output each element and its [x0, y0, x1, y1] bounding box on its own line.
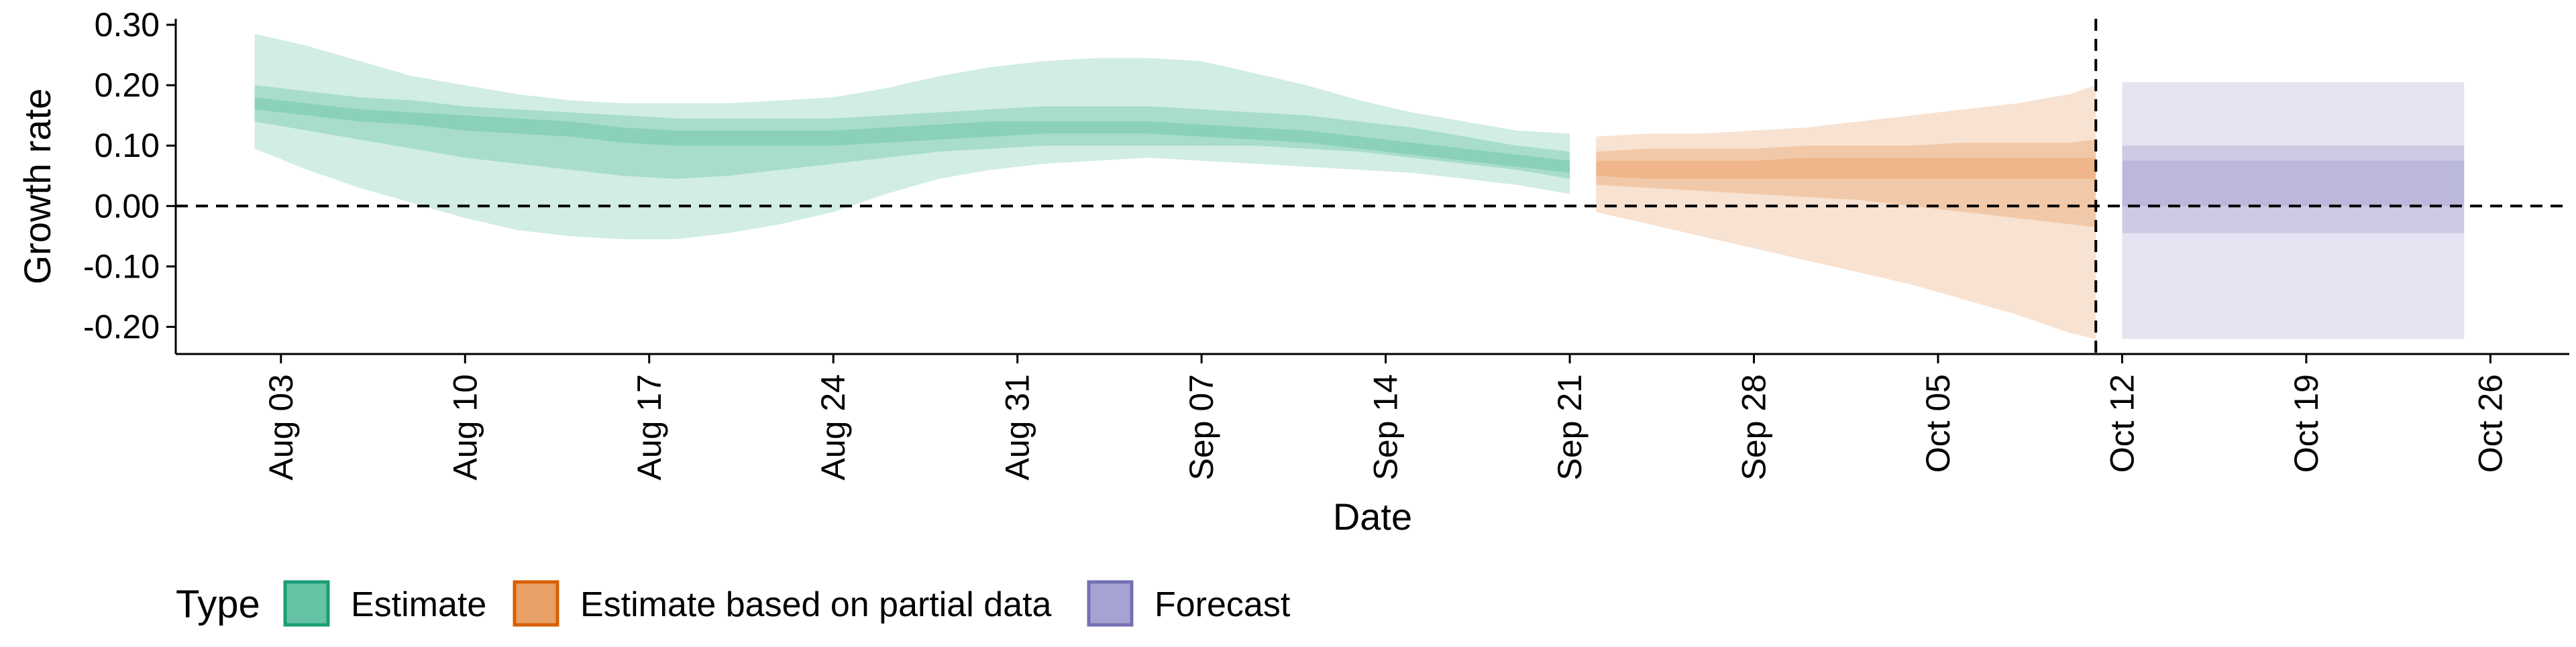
x-tick-label: Sep 07 [1183, 374, 1220, 480]
axes: 0.30 0.20 0.10 0.00 -0.10 -0.20 Aug 03 Aug 10 Au… [83, 6, 2569, 480]
x-tick-label: Aug 31 [999, 374, 1036, 480]
legend: Type Estimate Estimate based on partial d… [176, 580, 1291, 627]
y-axis-title: Growth rate [16, 89, 58, 285]
band-forecast-90pct [2122, 82, 2465, 339]
y-tick-label: 0.00 [95, 187, 160, 225]
x-tick-label: Aug 24 [814, 374, 852, 480]
band-estimate-20pct [254, 97, 1570, 173]
legend-key-estimate-based-on-partial-data [513, 580, 559, 627]
y-tick-label: -0.20 [83, 308, 160, 345]
band-estimate-based-on-partial-data-20pct [1596, 158, 2096, 179]
band-forecast-50pct [2122, 145, 2465, 233]
legend-key-forecast [1087, 580, 1134, 627]
x-axis-title: Date [1333, 495, 1412, 538]
x-tick-label: Oct 26 [2471, 374, 2509, 473]
y-tick-label: 0.10 [95, 127, 160, 164]
y-tick-label: 0.20 [95, 66, 160, 104]
x-tick-label: Sep 21 [1551, 374, 1589, 480]
x-tick-label: Aug 10 [446, 374, 484, 480]
x-tick-label: Sep 14 [1367, 374, 1405, 480]
x-tick-label: Aug 03 [262, 374, 300, 480]
band-estimate-50pct [254, 85, 1570, 179]
legend-title: Type [176, 583, 260, 626]
x-tick-label: Sep 28 [1735, 374, 1773, 480]
band-estimate-90pct [254, 34, 1570, 239]
band-estimate-based-on-partial-data-90pct [1596, 85, 2096, 339]
legend-label: Estimate [351, 585, 486, 624]
x-tick-label: Aug 17 [631, 374, 668, 480]
x-tick-label: Oct 05 [1919, 374, 1957, 473]
legend-label: Estimate based on partial data [580, 585, 1052, 624]
x-tick-label: Oct 19 [2288, 374, 2325, 473]
y-tick-label: 0.30 [95, 6, 160, 44]
legend-label: Forecast [1155, 585, 1291, 624]
reference-lines [176, 19, 2569, 354]
y-tick-label: -0.10 [83, 247, 160, 285]
x-tick-label: Oct 12 [2103, 374, 2141, 473]
bands-layer [254, 34, 2465, 339]
band-forecast-20pct [2122, 160, 2465, 207]
legend-key-estimate [283, 580, 330, 627]
